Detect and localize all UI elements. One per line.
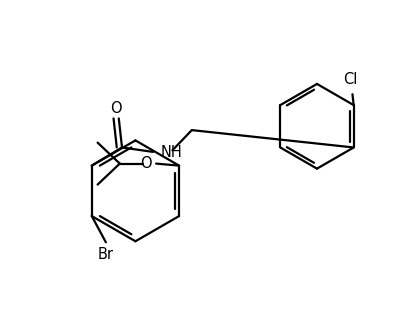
Text: NH: NH	[160, 145, 182, 160]
Text: O: O	[111, 101, 122, 116]
Text: Cl: Cl	[343, 72, 358, 87]
Text: Br: Br	[98, 247, 114, 262]
Text: O: O	[141, 156, 152, 171]
